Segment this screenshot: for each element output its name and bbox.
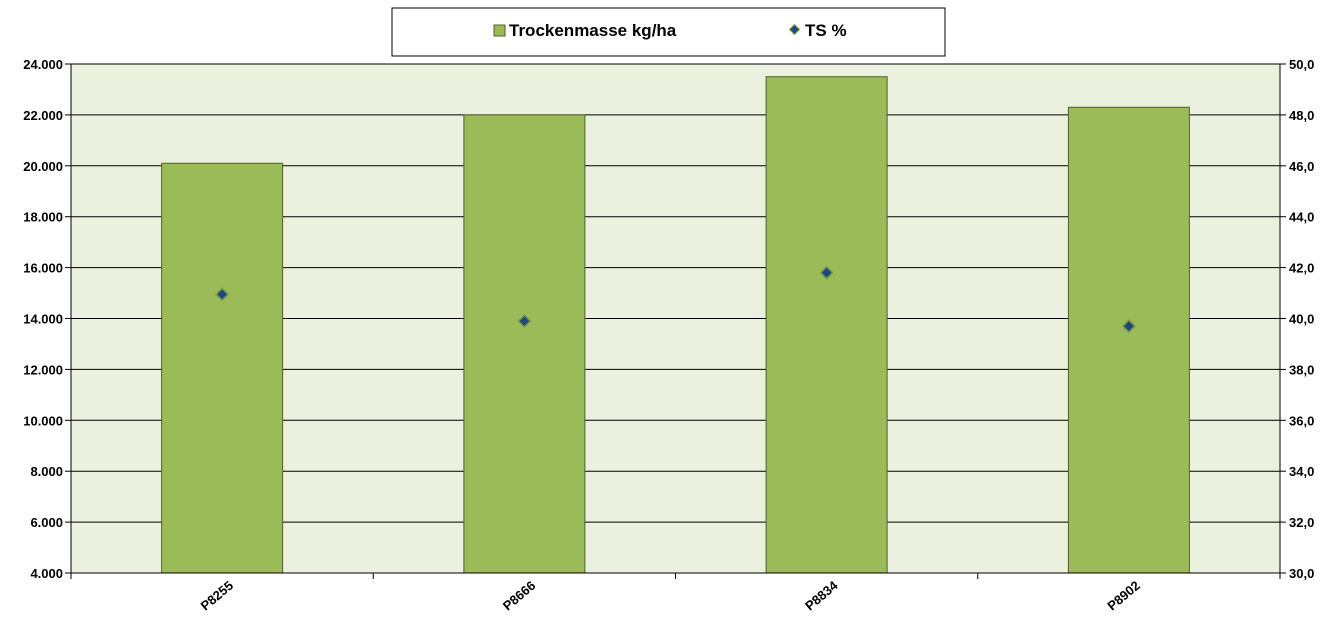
bar-p8255: [161, 162, 284, 574]
marker-ts-p8834: [819, 265, 834, 280]
legend-marker-ts: [788, 23, 801, 36]
x-tick-label-p8902: P8902: [1104, 578, 1142, 614]
y-left-tick-label: 24.000: [23, 57, 63, 72]
y-left-tick-label: 4.000: [30, 566, 63, 581]
y-right-tick-label: 36,0: [1289, 413, 1314, 428]
y-right-tick-label: 32,0: [1289, 515, 1314, 530]
x-tick-label-p8834: P8834: [802, 577, 841, 613]
y-left-tick-label: 8.000: [30, 464, 63, 479]
plot-area: 4.000 6.000 8.000 10.000 12.000 14.000 16.000 1…: [23, 57, 1314, 613]
y-right-tick-label: 38,0: [1289, 362, 1314, 377]
marker-ts-p8666: [517, 313, 532, 329]
y-right-tick-label: 34,0: [1289, 464, 1314, 479]
legend-box: [391, 7, 946, 57]
y-right-tick-label: 48,0: [1289, 108, 1314, 123]
y-left-tick-label: 20.000: [23, 159, 63, 174]
marker-ts-p8902: [1121, 319, 1136, 334]
y-right-tick-label: 50,0: [1289, 57, 1314, 72]
y-left-tick-label: 14.000: [23, 312, 63, 327]
legend-swatch-trockenmasse: [493, 24, 506, 37]
y-left-tick-label: 16.000: [23, 261, 63, 276]
bar-p8902: [1067, 106, 1190, 574]
y-right-tick-label: 46,0: [1289, 159, 1314, 174]
y-right-tick-label: 40,0: [1289, 312, 1314, 327]
y-right-tick-label: 42,0: [1289, 261, 1314, 276]
y-left-tick-label: 10.000: [23, 413, 63, 428]
x-tick-label-p8666: P8666: [500, 578, 538, 614]
marker-ts-p8255: [215, 287, 230, 302]
y-left-tick-label: 6.000: [30, 515, 63, 530]
y-left-tick-label: 18.000: [23, 210, 63, 225]
legend: Trockenmasse kg/ha TS %: [391, 7, 946, 57]
y-right-tick-label: 44,0: [1289, 210, 1314, 225]
legend-label-ts: TS %: [805, 21, 847, 40]
legend-label-trockenmasse: Trockenmasse kg/ha: [509, 21, 677, 40]
y-left-tick-label: 22.000: [23, 108, 63, 123]
y-left-tick-label: 12.000: [23, 362, 63, 377]
x-tick-label-p8255: P8255: [198, 578, 236, 614]
bar-p8666: [463, 114, 586, 574]
bar-p8834: [765, 76, 888, 574]
y-right-tick-label: 30,0: [1289, 566, 1314, 581]
